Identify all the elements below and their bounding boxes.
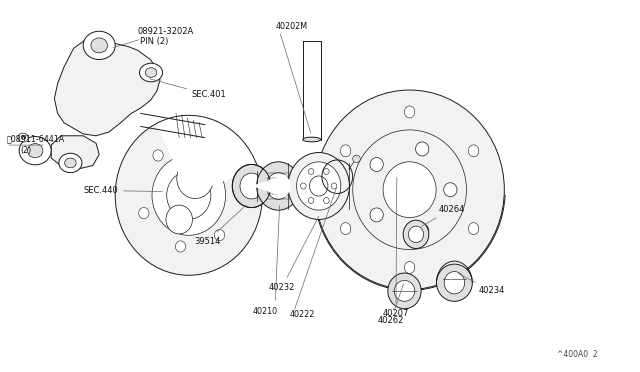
- Ellipse shape: [59, 153, 82, 173]
- Text: SEC.401: SEC.401: [150, 79, 227, 99]
- Wedge shape: [252, 175, 291, 197]
- Ellipse shape: [370, 208, 383, 222]
- Ellipse shape: [28, 144, 43, 158]
- Text: (2): (2): [20, 146, 32, 155]
- Ellipse shape: [288, 153, 349, 219]
- Ellipse shape: [296, 162, 341, 210]
- Ellipse shape: [240, 173, 263, 199]
- Ellipse shape: [408, 226, 424, 243]
- Text: N: N: [20, 135, 26, 140]
- Ellipse shape: [353, 130, 467, 250]
- Ellipse shape: [232, 164, 271, 208]
- Text: 40207: 40207: [383, 177, 409, 318]
- Ellipse shape: [301, 183, 306, 189]
- Ellipse shape: [140, 63, 163, 82]
- Ellipse shape: [415, 224, 429, 237]
- Ellipse shape: [332, 183, 337, 189]
- Ellipse shape: [308, 169, 314, 174]
- Text: 40232: 40232: [269, 217, 319, 292]
- Wedge shape: [150, 108, 313, 195]
- Ellipse shape: [403, 220, 429, 248]
- Ellipse shape: [324, 198, 329, 203]
- Ellipse shape: [257, 162, 300, 210]
- Ellipse shape: [394, 280, 415, 301]
- Ellipse shape: [468, 222, 479, 235]
- Ellipse shape: [153, 150, 163, 161]
- Text: ⓝ08911-6441A: ⓝ08911-6441A: [6, 134, 65, 143]
- Ellipse shape: [404, 262, 415, 273]
- Ellipse shape: [115, 115, 262, 275]
- Text: 08921-3202A: 08921-3202A: [113, 27, 194, 48]
- Ellipse shape: [315, 90, 504, 289]
- Ellipse shape: [18, 133, 28, 142]
- Ellipse shape: [436, 264, 472, 301]
- Polygon shape: [54, 39, 160, 136]
- Ellipse shape: [166, 171, 211, 219]
- Polygon shape: [51, 136, 99, 169]
- Ellipse shape: [145, 68, 157, 77]
- Ellipse shape: [383, 162, 436, 218]
- Text: 40234: 40234: [458, 273, 505, 295]
- Text: 40264: 40264: [422, 205, 465, 226]
- Text: 40210: 40210: [253, 307, 278, 316]
- Ellipse shape: [353, 155, 360, 163]
- Text: ^400A0  2: ^400A0 2: [557, 350, 597, 359]
- Ellipse shape: [303, 137, 321, 142]
- Ellipse shape: [166, 205, 193, 234]
- Ellipse shape: [152, 155, 226, 235]
- Text: 40202M: 40202M: [275, 22, 307, 31]
- Ellipse shape: [388, 273, 421, 309]
- Ellipse shape: [444, 183, 457, 197]
- Ellipse shape: [91, 38, 108, 53]
- Ellipse shape: [65, 158, 76, 168]
- Ellipse shape: [175, 241, 186, 252]
- Ellipse shape: [19, 137, 51, 165]
- Ellipse shape: [370, 158, 383, 171]
- Ellipse shape: [324, 169, 329, 174]
- Ellipse shape: [404, 106, 415, 118]
- Ellipse shape: [444, 272, 465, 294]
- Ellipse shape: [340, 222, 351, 235]
- Ellipse shape: [310, 176, 328, 196]
- Text: 40262: 40262: [378, 284, 404, 325]
- Ellipse shape: [266, 173, 291, 199]
- Text: 39514: 39514: [194, 205, 246, 246]
- Text: PIN (2): PIN (2): [140, 37, 168, 46]
- Ellipse shape: [83, 31, 115, 60]
- Ellipse shape: [308, 198, 314, 203]
- Ellipse shape: [468, 145, 479, 157]
- Ellipse shape: [214, 230, 225, 241]
- Ellipse shape: [340, 145, 351, 157]
- Ellipse shape: [177, 158, 214, 199]
- Text: 40222: 40222: [290, 310, 316, 319]
- Ellipse shape: [415, 142, 429, 156]
- Text: SEC.440: SEC.440: [83, 186, 163, 195]
- Ellipse shape: [139, 208, 149, 219]
